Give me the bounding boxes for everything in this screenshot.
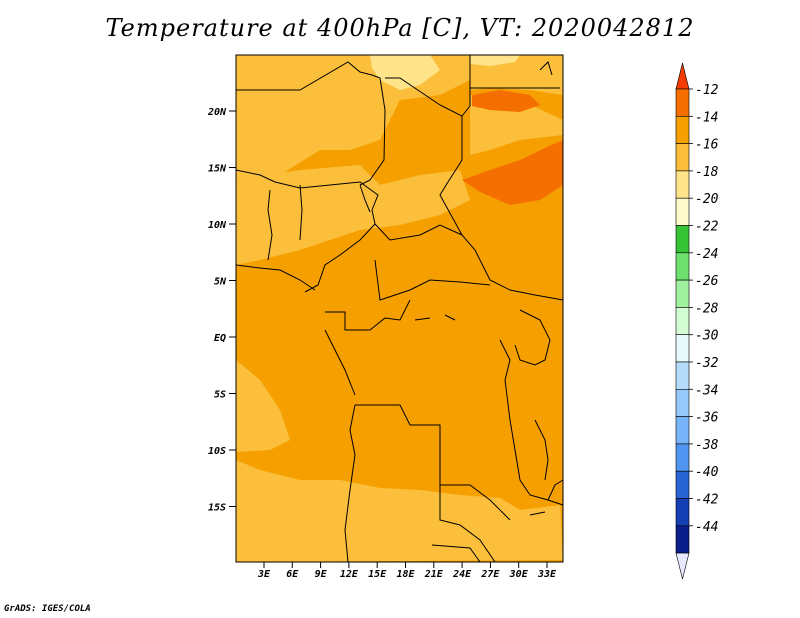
- colorbar-label: -16: [695, 138, 719, 153]
- colorbar-top-arrow: [675, 62, 690, 90]
- contour-region-18-16-south: [236, 460, 563, 562]
- colorbar-label: -22: [695, 220, 719, 235]
- lat-tick-label: 10S: [208, 446, 226, 457]
- colorbar-label: -44: [695, 520, 718, 535]
- temperature-contours: [236, 55, 563, 562]
- border-line: [461, 55, 471, 117]
- lon-tick-label: 3E: [257, 569, 271, 580]
- colorbar-swatch: [675, 525, 690, 554]
- longitude-axis: 3E 6E 9E 12E 15E 18E 21E 24E 27E 30E 33E: [257, 562, 557, 580]
- colorbar-label: -32: [695, 356, 719, 371]
- lon-tick-label: 15E: [368, 569, 387, 580]
- map-title: Temperature at 400hPa [C], VT: 202004281…: [105, 14, 695, 42]
- colorbar-label: -36: [695, 411, 719, 426]
- lon-tick-label: 21E: [424, 569, 444, 580]
- border-line: [325, 299, 411, 331]
- latitude-axis: 20N 15N 10N 5N EQ 5S 10S 15S: [207, 107, 236, 514]
- colorbar-swatch: [675, 225, 690, 254]
- colorbar-label: -28: [695, 301, 719, 316]
- grads-credit: GrADS: IGES/COLA: [4, 604, 91, 614]
- lon-tick-label: 33E: [537, 569, 557, 580]
- country-borders: [235, 55, 564, 563]
- contour-region-14-12: [472, 90, 540, 112]
- lon-tick-label: 6E: [286, 569, 299, 580]
- lat-tick-label: 5N: [214, 277, 227, 288]
- border-line: [374, 259, 491, 301]
- border-line: [547, 479, 564, 501]
- lat-tick-label: 15N: [208, 164, 227, 175]
- lon-tick-label: 24E: [452, 569, 472, 580]
- colorbar-swatch: [675, 170, 690, 199]
- colorbar-label: -38: [695, 438, 719, 453]
- colorbar-swatch: [675, 498, 690, 527]
- colorbar-label: -24: [695, 247, 718, 262]
- border-line: [439, 485, 496, 563]
- colorbar-swatch: [675, 88, 690, 117]
- border-line: [414, 314, 456, 321]
- colorbar-label: -26: [695, 274, 719, 289]
- border-line: [374, 223, 463, 241]
- border-line: [236, 61, 386, 186]
- map-frame: [235, 54, 564, 563]
- contour-region-20-18-b: [470, 55, 520, 66]
- colorbar-label: -18: [695, 165, 719, 180]
- border-line: [499, 339, 564, 506]
- border-line: [514, 309, 551, 366]
- colorbar-label: -30: [695, 329, 719, 344]
- colorbar: -12 -14 -16 -18 -20 -22 -24 -26 -28 -30 -32 -34 -36 -…: [675, 62, 719, 580]
- map-panel: 20N 15N 10N 5N EQ 5S 10S 15S 3E 6E 9E 12E 15E 18E 21E…: [207, 54, 564, 580]
- lat-tick-label: 20N: [207, 107, 227, 118]
- border-line: [324, 329, 356, 396]
- contour-region-14-12-b: [462, 140, 563, 205]
- colorbar-label: -20: [695, 192, 719, 207]
- border-line: [385, 77, 463, 183]
- lon-tick-label: 12E: [340, 569, 359, 580]
- border-line: [431, 544, 481, 563]
- colorbar-swatch: [675, 416, 690, 445]
- colorbar-swatch: [675, 307, 690, 335]
- colorbar-swatch: [675, 470, 690, 499]
- colorbar-label: -14: [695, 110, 718, 125]
- border-line: [439, 181, 564, 301]
- contour-region-20-18: [370, 55, 440, 90]
- colorbar-swatch: [675, 388, 690, 417]
- lon-tick-label: 27E: [480, 569, 500, 580]
- colorbar-swatch: [675, 143, 690, 172]
- colorbar-label: -34: [695, 383, 718, 398]
- border-line: [299, 184, 303, 241]
- colorbar-swatch: [675, 252, 690, 281]
- colorbar-label: -40: [695, 465, 719, 480]
- colorbar-label: -12: [695, 83, 719, 98]
- colorbar-bottom-arrow: [675, 552, 690, 580]
- colorbar-swatch: [675, 279, 690, 308]
- border-line: [359, 184, 371, 213]
- colorbar-label: -42: [695, 493, 719, 508]
- colorbar-swatch: [675, 197, 690, 226]
- lon-tick-label: 18E: [396, 569, 415, 580]
- border-line: [304, 223, 376, 293]
- border-line: [534, 419, 549, 481]
- border-line: [344, 404, 356, 563]
- border-line: [355, 404, 511, 521]
- colorbar-swatch: [675, 116, 690, 144]
- colorbar-swatch: [675, 443, 690, 472]
- lon-tick-label: 30E: [509, 569, 529, 580]
- contour-region-18-16-band: [236, 165, 470, 265]
- lat-tick-label: 15S: [208, 503, 226, 514]
- border-line: [235, 264, 316, 291]
- lat-tick-label: EQ: [214, 333, 226, 344]
- lat-tick-label: 10N: [208, 220, 227, 231]
- lat-tick-label: 5S: [214, 390, 226, 401]
- border-line: [539, 61, 553, 76]
- colorbar-swatch: [675, 361, 690, 390]
- border-line: [235, 169, 379, 225]
- border-line: [267, 189, 273, 261]
- lon-tick-label: 9E: [315, 569, 328, 580]
- border-line: [529, 511, 546, 516]
- colorbar-swatch: [675, 334, 690, 363]
- contour-region-18-16-west: [236, 360, 290, 452]
